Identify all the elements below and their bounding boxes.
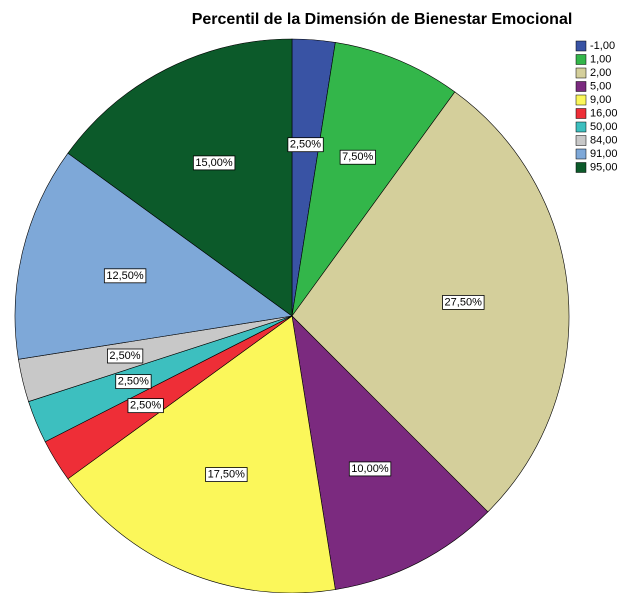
legend-label: 91,00 <box>590 148 618 160</box>
legend-label: 50,00 <box>590 121 618 133</box>
data-label: 2,50% <box>109 350 140 362</box>
data-label: 2,50% <box>290 139 321 151</box>
pie-slice <box>291 91 570 513</box>
data-label: 27,50% <box>445 296 483 308</box>
label-box <box>205 467 248 482</box>
data-label: 12,50% <box>106 270 144 282</box>
legend-label: 16,00 <box>590 107 618 119</box>
label-box <box>107 348 144 364</box>
legend-swatch <box>575 67 587 79</box>
legend-label: 9,00 <box>590 94 611 106</box>
pie-slice <box>291 315 489 590</box>
pie-slice <box>291 42 456 317</box>
data-label: 7,50% <box>342 151 373 163</box>
label-box <box>339 149 376 165</box>
legend-swatch <box>575 81 587 92</box>
legend-label: 1,00 <box>590 53 611 65</box>
legend-swatch <box>575 162 587 173</box>
legend-label: 2,00 <box>590 67 611 79</box>
data-label: 17,50% <box>208 469 246 481</box>
legend-swatch <box>575 54 587 65</box>
legend-swatch <box>575 135 587 146</box>
data-label: 15,00% <box>195 157 233 169</box>
label-box <box>287 137 324 153</box>
legend-swatch <box>575 121 587 133</box>
label-box <box>442 295 485 310</box>
pie-slice <box>67 38 293 317</box>
legend-swatch <box>575 148 587 160</box>
label-box <box>348 461 392 477</box>
legend-swatch <box>575 108 587 119</box>
label-box <box>127 398 164 414</box>
chart-title: Percentil de la Dimensión de Bienestar E… <box>192 11 573 28</box>
legend-swatch <box>575 40 587 52</box>
legend-label: 95,00 <box>590 161 618 173</box>
legend-swatch <box>575 94 587 106</box>
data-label: 2,50% <box>130 400 161 412</box>
pie-slice <box>14 152 293 360</box>
label-box <box>115 374 152 390</box>
legend-label: 5,00 <box>590 80 611 92</box>
legend-label: -1,00 <box>590 40 615 52</box>
label-box <box>103 268 147 284</box>
label-box <box>192 155 236 171</box>
data-label: 10,00% <box>351 463 389 475</box>
legend-label: 84,00 <box>590 134 618 146</box>
data-label: 2,50% <box>118 376 149 388</box>
